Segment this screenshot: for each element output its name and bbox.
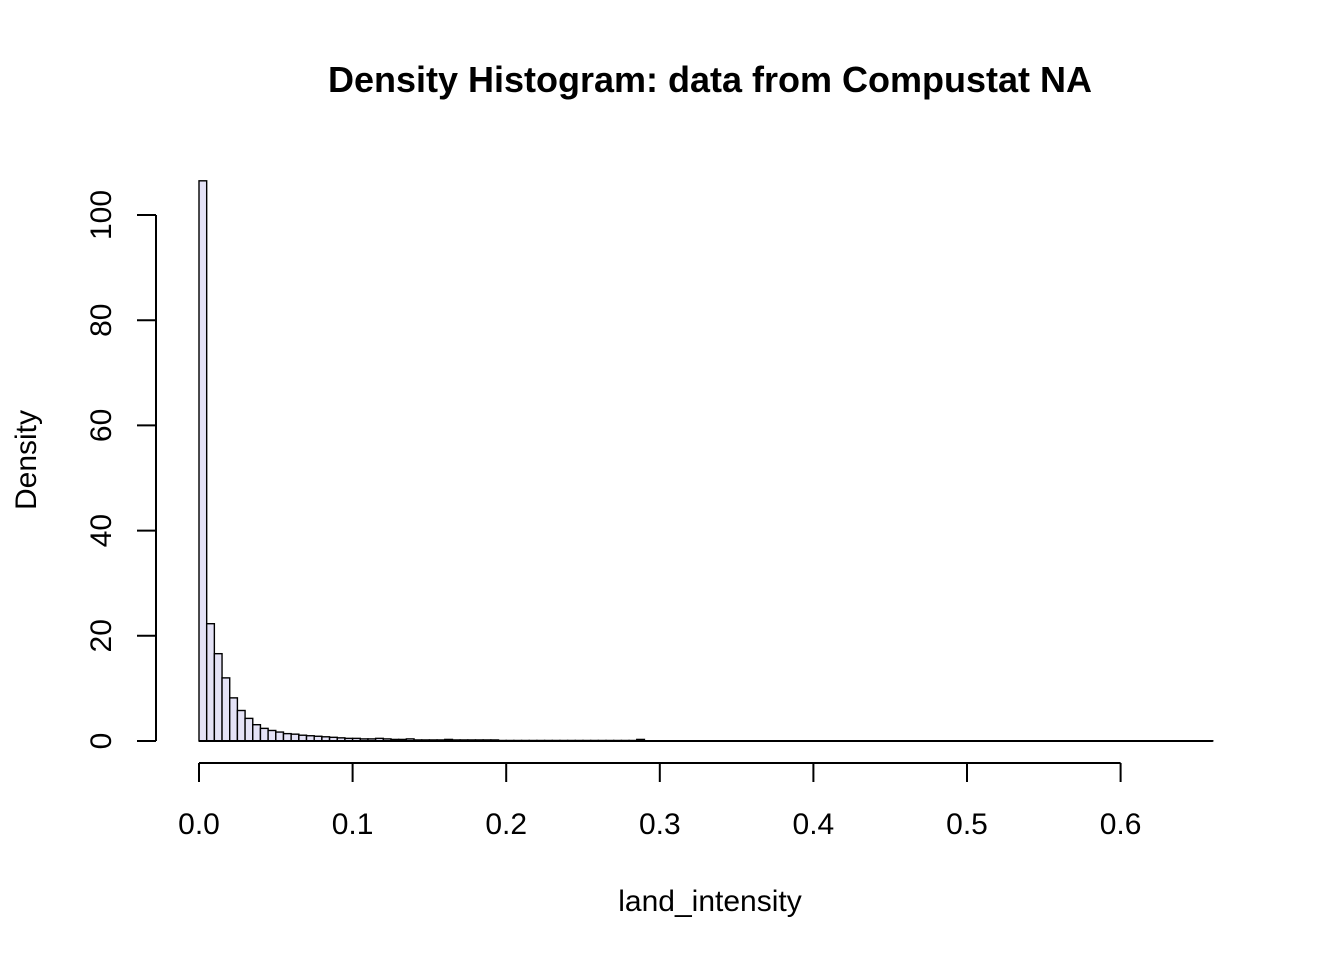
y-tick-label: 100 <box>85 190 118 240</box>
x-axis-label: land_intensity <box>618 885 801 918</box>
y-tick-label: 20 <box>85 619 118 652</box>
histogram-bar <box>259 727 269 742</box>
histogram-bar <box>267 729 277 742</box>
histogram-bar <box>282 732 292 742</box>
histogram-bar <box>198 180 208 742</box>
histogram-bar <box>213 652 223 742</box>
y-tick-label: 60 <box>85 409 118 442</box>
histogram-bar <box>244 717 254 742</box>
x-tick-label: 0.0 <box>178 808 220 841</box>
x-tick-label: 0.4 <box>793 808 835 841</box>
y-axis: 0 20 40 60 80 100 <box>85 190 157 750</box>
x-tick-label: 0.6 <box>1100 808 1142 841</box>
x-axis: 0.0 0.1 0.2 0.3 0.4 0.5 0.6 <box>178 762 1142 841</box>
histogram-bars <box>198 180 1214 742</box>
y-tick-label: 0 <box>85 733 118 750</box>
histogram-bar <box>229 697 239 742</box>
histogram-bar <box>236 709 246 742</box>
histogram-bar <box>252 723 262 742</box>
y-tick-label: 80 <box>85 304 118 337</box>
x-tick-label: 0.2 <box>485 808 527 841</box>
histogram-bar <box>221 677 231 742</box>
x-tick-label: 0.3 <box>639 808 681 841</box>
x-tick-label: 0.1 <box>332 808 374 841</box>
x-tick-label: 0.5 <box>946 808 988 841</box>
histogram-bar <box>275 731 285 742</box>
histogram-bar <box>205 623 216 742</box>
chart-title: Density Histogram: data from Compustat N… <box>328 59 1092 100</box>
y-axis-label: Density <box>10 410 43 510</box>
histogram-bar <box>290 733 300 742</box>
y-tick-label: 40 <box>85 514 118 547</box>
